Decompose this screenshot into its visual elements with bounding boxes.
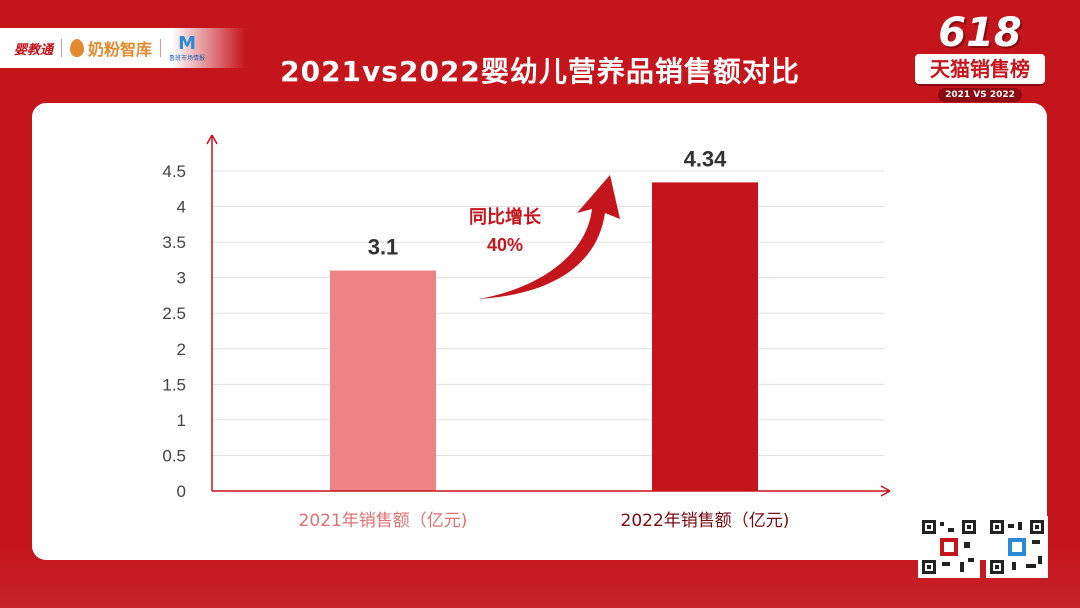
growth-annotation-line2: 40% <box>487 235 523 255</box>
y-tick-label: 1 <box>177 411 186 430</box>
618-badge: 618 天猫销售榜 2021 VS 2022 <box>910 10 1050 102</box>
growth-annotation-line1: 同比增长 <box>469 206 542 228</box>
y-tick-label: 3.5 <box>162 233 186 252</box>
growth-arrow-icon <box>478 175 620 299</box>
qr-code-right[interactable] <box>986 516 1048 578</box>
brand-b-name: 奶粉智库 <box>88 40 153 59</box>
data-label: 3.1 <box>368 235 399 260</box>
logo-divider <box>160 39 162 57</box>
data-label: 4.34 <box>684 146 728 171</box>
x-tick-label: 2022年销售额（亿元) <box>621 511 790 531</box>
brand-c-sub: 鲁班市场情报 <box>169 54 206 62</box>
y-tick-label: 1.5 <box>162 375 186 394</box>
y-axis-arrow-icon <box>206 134 218 145</box>
y-tick-label: 2 <box>177 340 186 359</box>
page-title: 2021vs2022婴幼儿营养品销售额对比 <box>280 55 800 88</box>
x-tick-label: 2021年销售额（亿元) <box>299 511 468 531</box>
y-tick-label: 2.5 <box>162 304 186 323</box>
bar <box>652 182 758 491</box>
brand-b-logo: 奶粉智库 <box>70 36 152 60</box>
qr-code-icon <box>988 518 1046 576</box>
logo-divider <box>61 39 63 57</box>
brand-a-logo: 婴教通 <box>14 42 54 58</box>
y-tick-label: 0 <box>177 482 186 501</box>
drop-icon <box>70 39 85 57</box>
y-tick-label: 4.5 <box>162 162 186 181</box>
brand-c-mark: M <box>178 32 196 54</box>
brand-c-logo: M 鲁班市场情报 <box>169 32 206 62</box>
qr-code-icon <box>920 518 978 576</box>
chart-card: 0 0.5 1 1.5 2 2.5 3 3.5 4 4.5 3.1 2021年销售额（亿元) 4.34 2… <box>32 103 1047 560</box>
badge-number: 618 <box>938 10 1022 56</box>
logo-bar: 婴教通 奶粉智库 M 鲁班市场情报 <box>0 28 245 68</box>
y-tick-label: 3 <box>177 269 186 288</box>
badge-sub: 2021 VS 2022 <box>938 88 1022 102</box>
badge-ribbon: 天猫销售榜 <box>915 54 1045 84</box>
bar-chart: 0 0.5 1 1.5 2 2.5 3 3.5 4 4.5 3.1 2021年销售额（亿元) 4.34 2… <box>162 134 891 531</box>
qr-code-left[interactable] <box>918 516 980 578</box>
y-tick-label: 4 <box>177 198 186 217</box>
x-axis-arrow-icon <box>880 485 891 497</box>
y-tick-label: 0.5 <box>162 446 186 465</box>
bar <box>330 270 436 491</box>
